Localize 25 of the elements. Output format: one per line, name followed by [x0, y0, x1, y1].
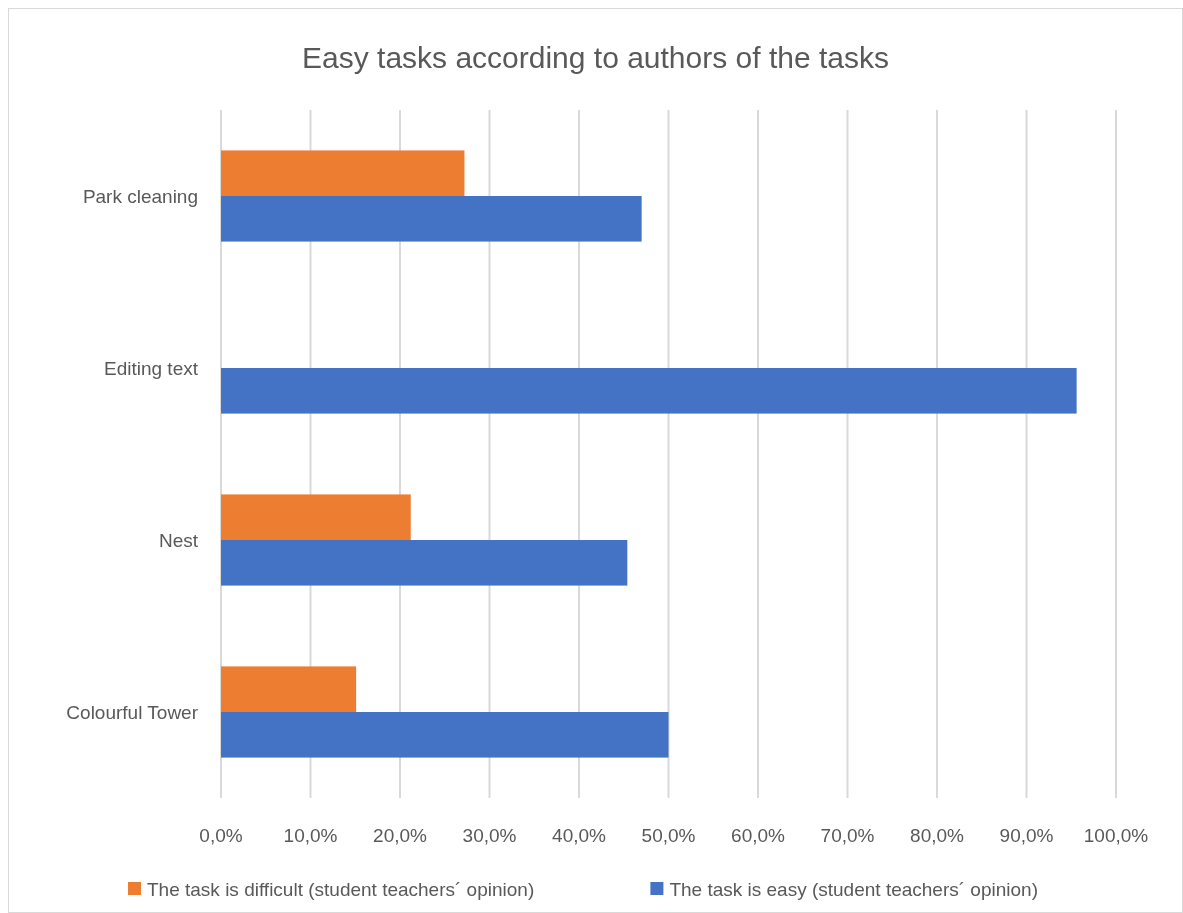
bar: [221, 712, 669, 758]
x-tick-label: 70,0%: [820, 825, 875, 846]
x-tick-label: 50,0%: [641, 825, 696, 846]
legend-label: The task is easy (student teachers´ opinion): [669, 879, 1038, 900]
bar: [221, 666, 357, 712]
legend-label: The task is difficult (student teachers´ opinion): [147, 879, 535, 900]
bar: [221, 540, 628, 586]
x-tick-label: 100,0%: [1083, 825, 1149, 846]
y-tick-label: Park cleaning: [82, 186, 198, 207]
bar: [221, 368, 1077, 414]
x-tick-label: 80,0%: [910, 825, 965, 846]
x-tick-label: 60,0%: [731, 825, 786, 846]
chart-title: Easy tasks according to authors of the tasks: [302, 41, 889, 74]
bar: [221, 150, 465, 196]
x-tick-label: 40,0%: [552, 825, 607, 846]
y-tick-label: Nest: [158, 530, 199, 551]
x-tick-label: 90,0%: [999, 825, 1054, 846]
bar: [221, 196, 642, 242]
x-tick-label: 0,0%: [199, 825, 243, 846]
y-tick-label: Editing text: [104, 358, 199, 379]
bar: [221, 494, 411, 540]
x-tick-label: 10,0%: [283, 825, 338, 846]
x-tick-label: 20,0%: [373, 825, 428, 846]
x-tick-label: 30,0%: [462, 825, 517, 846]
y-tick-label: Colourful Tower: [66, 702, 199, 723]
